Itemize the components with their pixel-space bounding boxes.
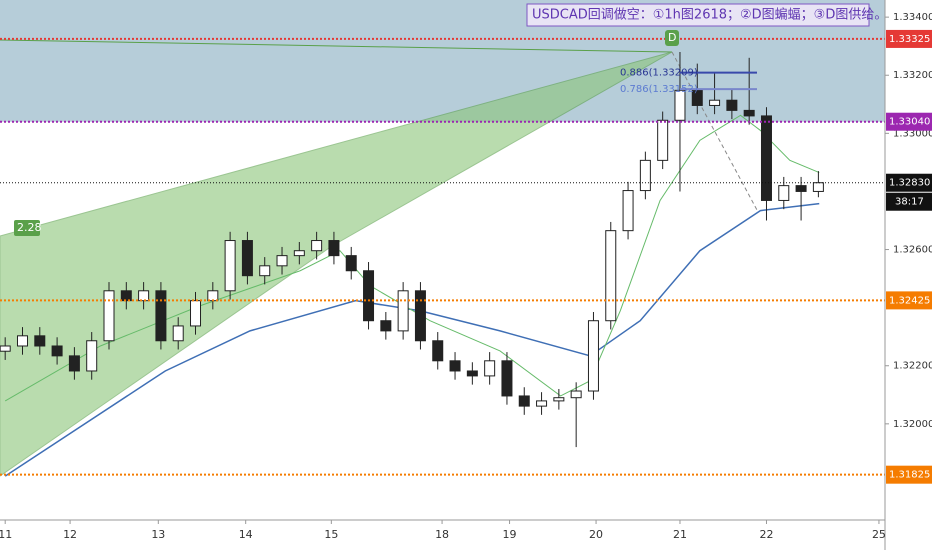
- x-tick-label: 22: [759, 528, 773, 541]
- price-tag: [886, 465, 932, 484]
- y-tick-label: 1.32200: [893, 361, 932, 372]
- fib-label: 0.886(1.33209): [620, 68, 698, 79]
- candle-body: [622, 190, 634, 232]
- candle-body: [190, 300, 202, 327]
- pattern-line: [0, 39, 673, 53]
- candle-body: [709, 99, 721, 106]
- y-tick-label: 1.32600: [893, 245, 932, 256]
- candle-body: [0, 345, 11, 352]
- y-tick-label: 1.33400: [893, 12, 932, 23]
- price-tag-label: 1.31825: [889, 470, 930, 481]
- candle-body: [241, 240, 253, 277]
- title-box: [526, 3, 870, 27]
- price-tag: [886, 173, 932, 192]
- x-tick-label: 25: [872, 528, 886, 541]
- pattern-tag: [14, 220, 40, 236]
- candle-body: [449, 360, 461, 372]
- candle-body: [138, 290, 150, 302]
- candle-body: [259, 265, 271, 277]
- price-tag: [886, 112, 932, 131]
- candle-body: [570, 390, 582, 399]
- pattern-tag: [665, 30, 679, 46]
- candle-body: [587, 320, 599, 392]
- candle-body: [553, 397, 565, 402]
- x-tick-label: 19: [503, 528, 517, 541]
- candle-body: [518, 395, 530, 407]
- candle-body: [657, 119, 669, 161]
- candle-body: [726, 99, 738, 111]
- price-tag-label: 1.32425: [889, 295, 930, 306]
- x-tick-label: 11: [0, 528, 12, 541]
- pattern-label: 2.28: [17, 221, 42, 234]
- candle-body: [484, 360, 496, 377]
- candle-body: [293, 250, 305, 257]
- candle-body: [363, 270, 375, 322]
- candle-body: [812, 182, 824, 192]
- candle-body: [432, 340, 444, 362]
- candle-body: [466, 370, 478, 377]
- x-tick-label: 21: [673, 528, 687, 541]
- candle-body: [760, 115, 772, 201]
- y-tick-label: 1.33200: [893, 70, 932, 81]
- candle-body: [639, 159, 651, 192]
- x-tick-label: 12: [63, 528, 77, 541]
- candle-body: [605, 230, 617, 322]
- candle-body: [414, 290, 426, 342]
- candle-body: [778, 185, 790, 201]
- candle-body: [51, 345, 63, 357]
- candle-body: [276, 255, 288, 267]
- moving-average: [4, 114, 820, 402]
- price-tag-label: 1.33325: [889, 34, 930, 45]
- countdown-tag: [886, 192, 932, 211]
- chart-title: USDCAD回调做空：①1h图2618；②D图蝙蝠；③D图供给。: [532, 7, 887, 23]
- candle-body: [795, 185, 807, 192]
- pattern-label: D: [668, 31, 676, 44]
- x-tick-label: 14: [239, 528, 253, 541]
- countdown-label: 38:17: [895, 197, 924, 208]
- candle-body: [397, 290, 409, 332]
- candle-body: [345, 255, 357, 272]
- candle-body: [207, 290, 219, 302]
- candle-body: [86, 340, 98, 372]
- y-tick-label: 1.33000: [893, 128, 932, 139]
- fib-label: 0.786(1.33152): [620, 84, 698, 95]
- x-tick-label: 13: [151, 528, 165, 541]
- y-tick-label: 1.32000: [893, 419, 932, 430]
- pattern-line: [671, 51, 758, 211]
- x-tick-label: 20: [589, 528, 603, 541]
- candle-body: [34, 335, 46, 347]
- x-tick-label: 18: [435, 528, 449, 541]
- candle-body: [120, 290, 132, 302]
- candle-body: [311, 240, 323, 252]
- moving-average: [4, 202, 820, 477]
- candle-body: [155, 290, 167, 342]
- candle-body: [674, 89, 686, 121]
- candle-body: [16, 335, 28, 347]
- price-tag-label: 1.33040: [889, 117, 930, 128]
- candle-body: [172, 325, 184, 342]
- candle-body: [536, 400, 548, 407]
- candle-body: [68, 355, 80, 372]
- candle-body: [691, 89, 703, 106]
- x-tick-label: 15: [324, 528, 338, 541]
- candle-body: [328, 240, 340, 257]
- candle-body: [501, 360, 513, 397]
- candle-body: [224, 240, 236, 292]
- candle-body: [743, 109, 755, 117]
- candle-body: [103, 290, 115, 342]
- price-tag-label: 1.32830: [889, 178, 930, 189]
- candle-body: [380, 320, 392, 332]
- price-tag: [886, 291, 932, 310]
- price-tag: [886, 29, 932, 48]
